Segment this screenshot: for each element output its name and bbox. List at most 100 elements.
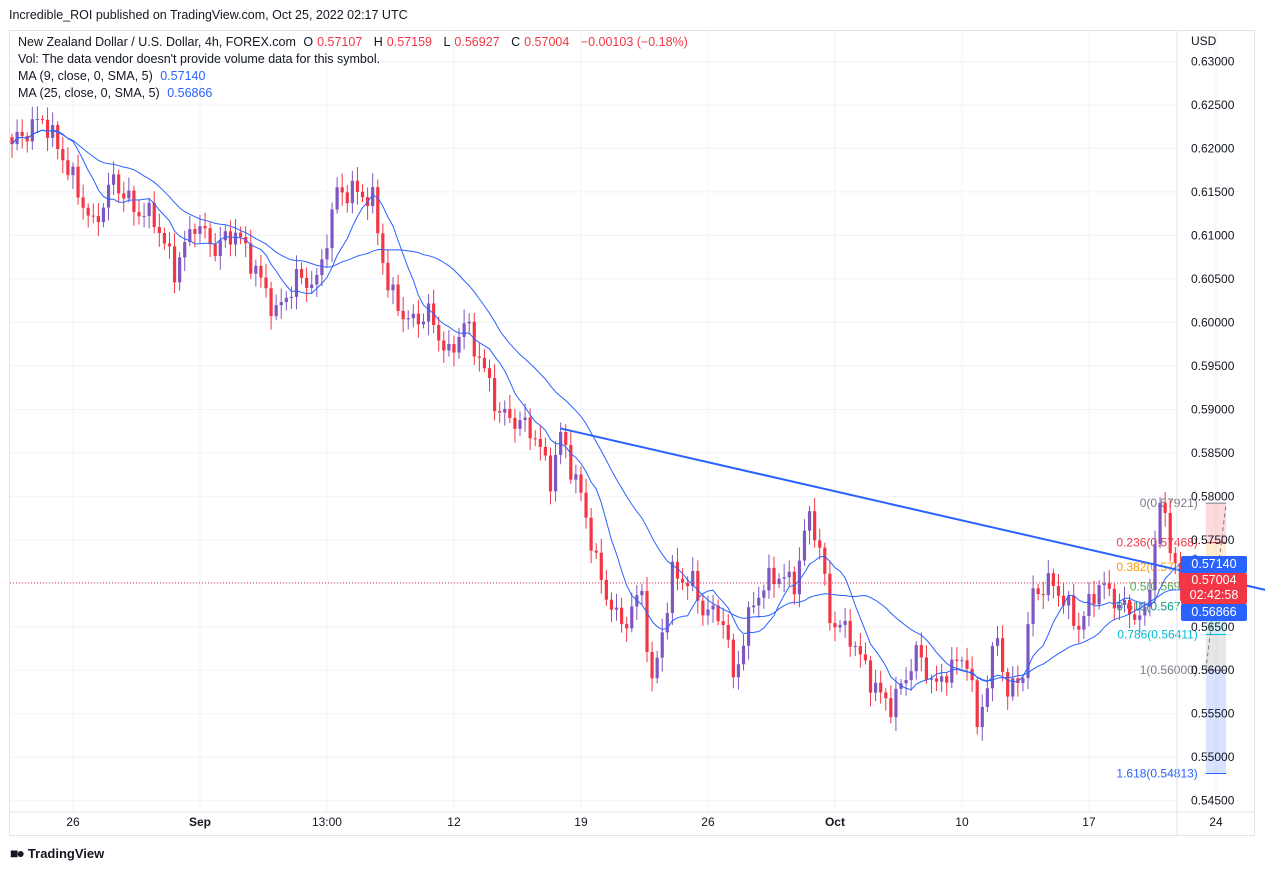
candle-body <box>56 125 60 150</box>
fib-zone <box>1205 634 1227 671</box>
candle-body <box>858 646 862 655</box>
legend-ma25[interactable]: MA (25, close, 0, SMA, 5) 0.56866 <box>18 86 216 100</box>
candle-body <box>680 578 685 583</box>
candle-body <box>233 232 238 245</box>
volume-note: Vol: The data vendor doesn't provide vol… <box>18 52 381 66</box>
candle-body <box>30 119 34 142</box>
candle-body <box>970 668 974 681</box>
candle-body <box>569 444 573 480</box>
grid <box>10 31 1217 812</box>
candle-body <box>335 187 339 210</box>
candle-body <box>706 609 710 616</box>
candle-body <box>879 682 883 693</box>
candle-body <box>777 578 781 585</box>
candle-body <box>112 174 116 185</box>
candle-body <box>950 659 954 683</box>
candle-body <box>533 438 537 440</box>
candle-body <box>1026 624 1030 679</box>
candle-body <box>411 313 415 319</box>
candle-body <box>157 226 161 234</box>
candle-body <box>259 265 263 278</box>
candle-body <box>909 671 913 680</box>
candle-body <box>1001 638 1005 672</box>
candle-body <box>294 269 299 297</box>
candle-body <box>86 207 90 216</box>
candle-body <box>889 698 893 718</box>
candle-body <box>807 511 812 531</box>
candle-body <box>66 160 70 176</box>
open-value: 0.57107 <box>317 35 363 49</box>
candle-body <box>188 229 192 243</box>
fib-zone <box>1205 503 1227 543</box>
candle-body <box>1173 553 1177 563</box>
candle-body <box>929 678 934 680</box>
candle-body <box>599 552 603 580</box>
candle-body <box>980 706 984 728</box>
candle-body <box>264 277 268 289</box>
candle-body <box>350 180 354 204</box>
symbol-name[interactable]: New Zealand Dollar / U.S. Dollar, 4h, FO… <box>18 35 296 49</box>
candle-body <box>934 678 939 682</box>
x-tick-label: Oct <box>825 815 845 829</box>
candle-body <box>853 646 857 648</box>
candle-body <box>249 243 253 274</box>
candle-body <box>162 233 166 244</box>
candle-body <box>401 310 405 320</box>
candle-body <box>670 561 674 614</box>
candle-body <box>127 190 131 199</box>
legend-ma9[interactable]: MA (9, close, 0, SMA, 5) 0.57140 <box>18 69 209 83</box>
candle-body <box>1021 678 1025 683</box>
candle-body <box>376 187 380 234</box>
fib-level-label: 1.618(0.54813) <box>1116 766 1197 780</box>
ma25-label: MA (25, close, 0, SMA, 5) <box>18 86 160 100</box>
candle-body <box>71 166 75 176</box>
candle-body <box>985 688 989 707</box>
candle-body <box>548 455 553 492</box>
candle-body <box>538 438 542 447</box>
candle-body <box>51 125 55 138</box>
candle-body <box>518 420 522 429</box>
candle-body <box>416 313 420 325</box>
candle-body <box>1163 502 1167 513</box>
candle-body <box>691 570 695 587</box>
candle-body <box>381 233 385 263</box>
candle-body <box>183 242 187 258</box>
candle-body <box>310 284 314 288</box>
candle-body <box>848 620 852 647</box>
candle-body <box>609 599 614 610</box>
candle-body <box>716 605 720 622</box>
change-value: −0.00103 (−0.18%) <box>580 35 688 49</box>
x-tick-label: 19 <box>574 815 588 829</box>
tradingview-logo[interactable]: ■● TradingView <box>10 845 104 861</box>
candle-body <box>239 232 243 237</box>
candle-body <box>355 180 360 192</box>
candle-body <box>1051 573 1055 586</box>
candle-body <box>792 571 796 595</box>
candle-body <box>208 228 212 245</box>
candle-body <box>940 676 944 682</box>
candle-body <box>823 547 827 574</box>
candle-body <box>61 149 65 161</box>
chart-frame[interactable] <box>9 30 1255 836</box>
candle-body <box>726 625 730 640</box>
legend-ohlc: New Zealand Dollar / U.S. Dollar, 4h, FO… <box>18 35 692 49</box>
candle-body <box>828 573 832 624</box>
candle-body <box>594 550 598 553</box>
candle-body <box>782 577 786 579</box>
candle-body <box>757 597 761 606</box>
candle-body <box>117 174 121 194</box>
candle-body <box>152 202 156 227</box>
fib-level-label: 0.236(0.57468) <box>1116 536 1197 550</box>
candle-body <box>874 682 878 693</box>
candle-body <box>274 305 278 317</box>
y-tick-label: 0.59000 <box>1191 402 1235 416</box>
candle-body <box>254 265 258 274</box>
candle-body <box>686 582 690 587</box>
candle-body <box>396 284 400 311</box>
descending-trendline <box>560 427 1265 591</box>
close-value: 0.57004 <box>524 35 570 49</box>
candle-body <box>523 417 527 421</box>
candle-body <box>508 408 512 418</box>
tradingview-logo-icon: ■● <box>10 845 25 861</box>
